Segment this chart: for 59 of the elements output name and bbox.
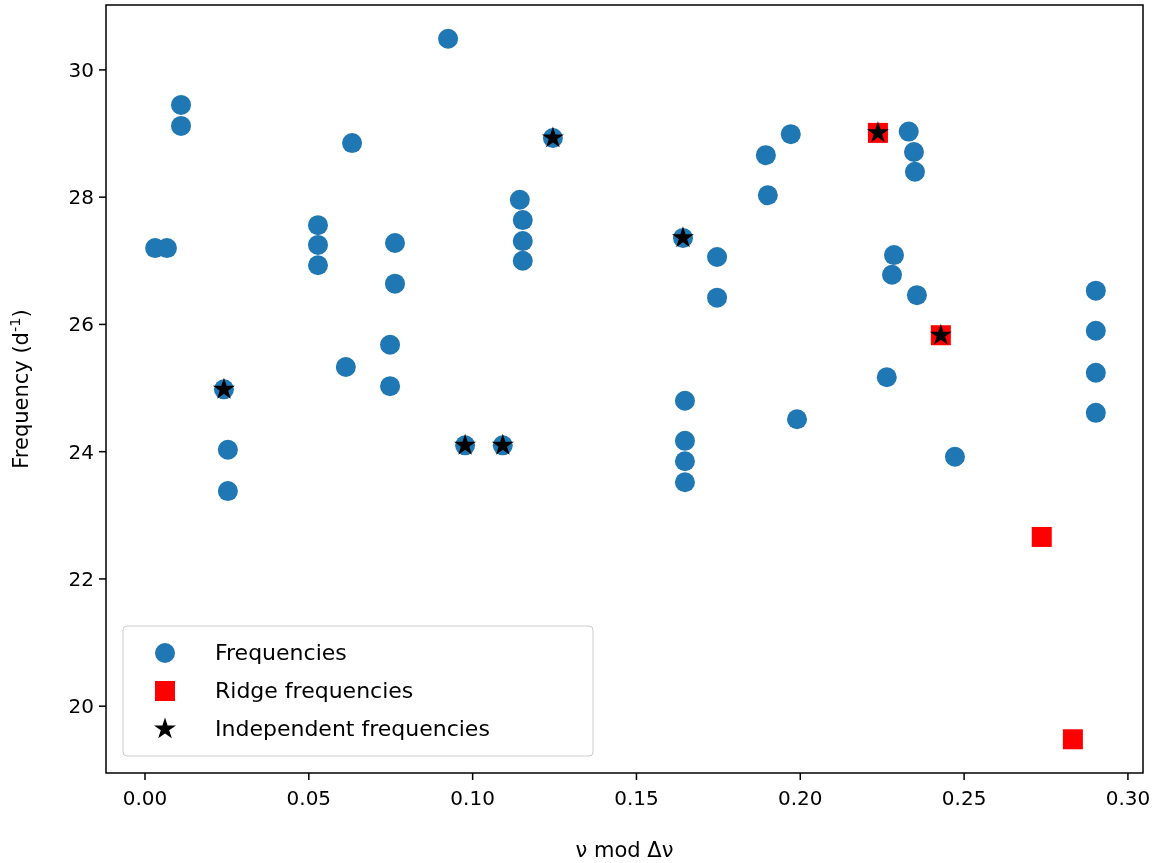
y-tick-label: 22	[68, 566, 94, 591]
point	[171, 94, 192, 115]
point	[883, 245, 904, 266]
legend-label: Independent frequencies	[215, 716, 490, 741]
point	[171, 115, 192, 136]
point	[707, 246, 728, 267]
y-tick-label: 30	[68, 57, 94, 82]
point	[882, 264, 903, 285]
y-tick-label: 26	[68, 312, 94, 337]
point	[384, 232, 405, 253]
point	[674, 451, 695, 472]
point	[674, 390, 695, 411]
y-tick-label: 28	[68, 185, 94, 210]
point	[509, 189, 530, 210]
point	[307, 255, 328, 276]
point	[944, 446, 965, 467]
point	[307, 215, 328, 236]
point	[904, 161, 925, 182]
point	[335, 357, 356, 378]
point	[903, 141, 924, 162]
point	[1085, 280, 1106, 301]
point	[780, 124, 801, 145]
x-tick-label: 0.10	[450, 786, 495, 810]
point	[380, 334, 401, 355]
point	[707, 287, 728, 308]
point	[1085, 320, 1106, 341]
x-tick-label: 0.15	[614, 786, 659, 810]
point	[898, 121, 919, 142]
legend-label: Frequencies	[215, 640, 347, 665]
point	[787, 409, 808, 430]
legend-label: Ridge frequencies	[215, 678, 414, 703]
x-axis-title: ν mod Δν	[575, 838, 674, 862]
point	[512, 250, 533, 271]
point	[674, 472, 695, 493]
point	[512, 231, 533, 252]
x-tick-label: 0.05	[286, 786, 332, 810]
point	[1085, 402, 1106, 423]
point	[384, 273, 405, 294]
point	[342, 133, 363, 154]
x-tick-label: 0.25	[941, 786, 987, 810]
point	[1031, 526, 1052, 547]
point	[755, 145, 776, 166]
point	[757, 185, 778, 206]
point	[217, 439, 238, 460]
point	[906, 285, 927, 306]
x-tick-label: 0.20	[778, 786, 823, 810]
point	[876, 367, 897, 388]
point	[512, 210, 533, 231]
x-tick-label: 0.30	[1105, 786, 1151, 810]
y-tick-label: 24	[68, 439, 94, 464]
y-tick-label: 20	[68, 694, 94, 719]
point	[438, 28, 459, 49]
x-tick-label: 0.00	[122, 786, 168, 810]
point	[380, 376, 401, 397]
point	[674, 430, 695, 451]
point	[1062, 729, 1083, 750]
point	[1085, 362, 1106, 383]
point	[217, 481, 238, 502]
point	[307, 234, 328, 255]
